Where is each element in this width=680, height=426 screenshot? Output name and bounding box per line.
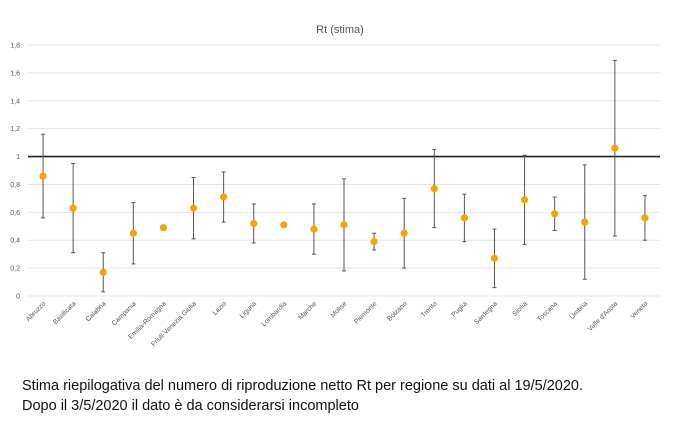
y-tick-label: 1,4 (10, 98, 20, 105)
chart-title: Rt (stima) (316, 24, 364, 36)
data-point (520, 196, 529, 204)
data-point (430, 185, 438, 193)
y-tick-label: 0 (16, 294, 20, 301)
x-tick-label: Toscana (536, 300, 559, 323)
data-point (611, 144, 619, 152)
x-tick-label: Campania (111, 300, 138, 327)
data-point (460, 214, 468, 222)
x-tick-label: Sardegna (473, 300, 499, 326)
data-point (581, 218, 589, 226)
x-tick-label: Bolzano (386, 300, 408, 322)
x-tick-label: Sicilia (511, 300, 529, 318)
data-point (370, 238, 378, 246)
data-point (69, 204, 77, 212)
x-tick-label: Marche (297, 300, 318, 321)
error-bars (41, 59, 647, 293)
x-tick-label: Trento (420, 300, 439, 319)
x-tick-label: Umbria (569, 300, 590, 321)
data-point (159, 224, 168, 232)
data-points (39, 144, 649, 276)
data-point (310, 225, 318, 233)
x-tick-label: Valle d'Aosta (587, 300, 620, 333)
y-tick-label: 0,4 (10, 238, 20, 245)
x-tick-label: Lazio (212, 300, 229, 317)
caption-line-1: Stima riepilogativa del numero di riprod… (22, 378, 584, 394)
caption: Stima riepilogativa del numero di riprod… (22, 376, 672, 416)
y-tick-label: 0,6 (10, 210, 20, 217)
data-point (189, 204, 198, 212)
data-point (220, 193, 228, 201)
x-tick-label: Lombardia (261, 300, 289, 328)
data-point (551, 210, 559, 218)
y-tick-label: 1,6 (10, 70, 20, 77)
y-tick-label: 0,2 (10, 266, 20, 273)
x-tick-labels: Abruzzo Basilicata Calabria CampaniaEmilia-… (25, 300, 650, 348)
x-tick-label: Abruzzo (25, 300, 48, 323)
data-point (280, 221, 288, 229)
data-point (340, 221, 348, 229)
x-tick-label: Molise (330, 300, 349, 319)
data-point (641, 214, 649, 222)
data-point (250, 219, 258, 228)
x-tick-label: Veneto (629, 300, 649, 320)
data-point (400, 229, 408, 237)
x-tick-label: Liguria (239, 300, 259, 320)
y-tick-label: 0,8 (10, 182, 20, 189)
rt-chart: Rt (stima) 0 0,2 0,4 0,6 0,8 1 1,2 1,4 1,6 1,8 Ab… (10, 24, 660, 348)
y-tick-label: 1,2 (10, 126, 20, 133)
y-tick-label: 1 (16, 154, 20, 161)
y-tick-labels: 0 0,2 0,4 0,6 0,8 1 1,2 1,4 1,6 1,8 (10, 43, 20, 301)
y-tick-label: 1,8 (10, 43, 20, 50)
x-tick-label: Calabria (85, 300, 108, 323)
x-tick-label: Basilicata (52, 300, 78, 326)
x-tick-label: Puglia (450, 300, 468, 318)
x-tick-label: Piemonte (353, 300, 378, 325)
data-point (129, 229, 137, 237)
data-point (39, 172, 47, 180)
data-point (490, 254, 499, 262)
data-point (99, 268, 107, 276)
caption-line-2: Dopo il 3/5/2020 il dato è da considerar… (22, 398, 359, 414)
